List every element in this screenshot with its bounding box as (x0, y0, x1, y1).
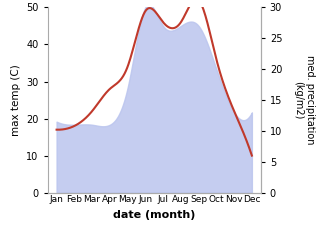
Y-axis label: max temp (C): max temp (C) (11, 64, 21, 136)
X-axis label: date (month): date (month) (113, 210, 196, 220)
Y-axis label: med. precipitation
(kg/m2): med. precipitation (kg/m2) (294, 55, 315, 145)
